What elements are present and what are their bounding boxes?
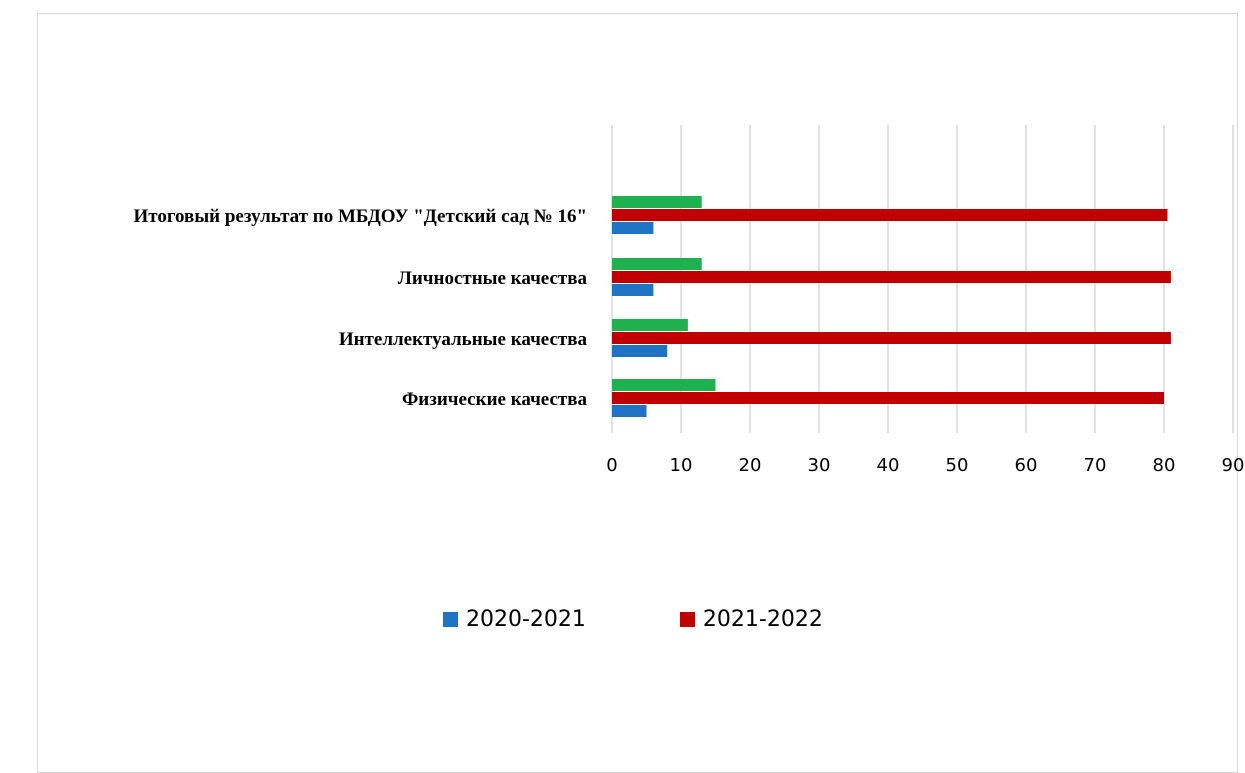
category-label-3: Интеллектуальные качества <box>339 329 588 350</box>
x-tick-label-50: 50 <box>946 455 969 476</box>
x-tick-label-90: 90 <box>1222 455 1245 476</box>
bar-series-3-cat-4 <box>612 379 716 391</box>
x-tick-label-20: 20 <box>739 455 762 476</box>
bar-series-2-cat-1 <box>612 209 1168 221</box>
x-tick-label-60: 60 <box>1015 455 1038 476</box>
x-tick-label-70: 70 <box>1084 455 1107 476</box>
bar-series-3-cat-2 <box>612 258 702 270</box>
x-tick-label-0: 0 <box>606 455 617 476</box>
legend-item-series-1: 2020-2021 <box>443 607 586 632</box>
legend-item-series-2: 2021-2022 <box>679 607 823 632</box>
bar-series-1-cat-1 <box>612 222 654 234</box>
category-label-4: Физические качества <box>402 389 588 410</box>
x-tick-label-10: 10 <box>670 455 693 476</box>
bar-series-3-cat-1 <box>612 196 702 208</box>
x-tick-label-30: 30 <box>808 455 831 476</box>
legend: 2020-2021 2021-2022 <box>443 607 823 632</box>
category-label-1: Итоговый результат по МБДОУ "Детский сад… <box>134 206 587 227</box>
legend-label-series-1: 2020-2021 <box>466 607 586 632</box>
legend-swatch-series-2 <box>679 612 695 627</box>
bar-series-1-cat-2 <box>612 284 654 296</box>
legend-swatch-series-1 <box>443 612 458 627</box>
bar-series-2-cat-3 <box>612 332 1171 344</box>
category-label-2: Личностные качества <box>398 268 588 289</box>
bar-series-1-cat-4 <box>612 405 647 417</box>
x-tick-label-80: 80 <box>1153 455 1176 476</box>
bar-series-1-cat-3 <box>612 345 668 357</box>
bar-series-3-cat-3 <box>612 319 688 331</box>
bar-series-2-cat-4 <box>612 392 1164 404</box>
legend-label-series-2: 2021-2022 <box>702 607 823 632</box>
bar-series-2-cat-2 <box>612 271 1171 283</box>
x-tick-label-40: 40 <box>877 455 900 476</box>
